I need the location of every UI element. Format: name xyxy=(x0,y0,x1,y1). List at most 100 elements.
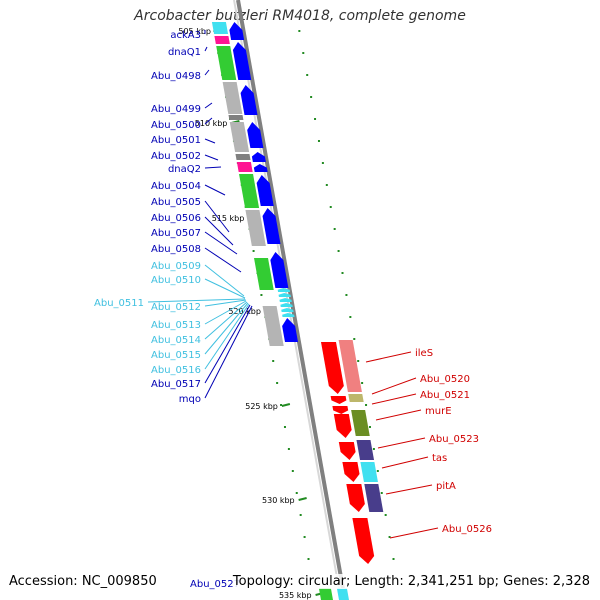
minus-strand-gene-arrow xyxy=(232,42,252,80)
gene-track xyxy=(211,22,384,600)
gene-feature-box xyxy=(318,588,333,600)
minus-strand-gene-arrow xyxy=(282,318,298,342)
leader-line xyxy=(204,247,242,273)
grid-dot xyxy=(353,338,356,340)
gene-label: Abu_0504 xyxy=(151,181,201,192)
grid-dot xyxy=(329,206,332,208)
gene-label: Abu_0506 xyxy=(151,213,201,224)
gene-feature-box xyxy=(264,318,284,346)
gene-label: pitA xyxy=(436,481,456,492)
gene-label: ackA3 xyxy=(170,30,201,41)
gene-feature-box xyxy=(338,340,362,392)
leader-line xyxy=(147,298,246,303)
grid-dot xyxy=(310,96,313,98)
gene-label: Abu_0520 xyxy=(420,374,470,385)
leader-line xyxy=(204,231,238,255)
grid-dot xyxy=(392,558,395,560)
kbp-label: 515 kbp xyxy=(212,214,245,223)
leader-line xyxy=(389,527,439,539)
minus-strand-gene-arrow xyxy=(262,208,281,244)
kbp-label: 535 kbp xyxy=(279,591,312,600)
kbp-tick xyxy=(298,497,307,501)
kbp-tick xyxy=(281,403,291,407)
small-gene-arrow xyxy=(282,313,295,317)
gene-feature-box xyxy=(245,210,266,246)
gene-label: Abu_0509 xyxy=(151,261,201,272)
gene-label: Abu_0523 xyxy=(429,434,479,445)
gene-label: dnaQ2 xyxy=(168,164,201,175)
gene-label: Abu_0505 xyxy=(151,197,201,208)
backbone-line xyxy=(236,0,347,600)
minus-strand-gene-arrow xyxy=(251,152,266,162)
distance-grid xyxy=(213,30,395,560)
leader-line xyxy=(204,305,253,399)
grid-dot xyxy=(321,162,324,164)
gene-label: Abu_0514 xyxy=(151,335,201,346)
gene-label: Abu_0513 xyxy=(151,320,201,331)
grid-dot xyxy=(303,536,306,538)
kbp-label: 525 kbp xyxy=(245,402,278,411)
gene-feature-box xyxy=(216,46,237,80)
kbp-label: 530 kbp xyxy=(262,496,295,505)
leader-line xyxy=(204,166,222,169)
gene-label: Abu_0521 xyxy=(420,390,470,401)
gene-feature-box xyxy=(239,174,260,208)
plus-strand-gene-arrow xyxy=(352,518,375,564)
leader-line xyxy=(204,264,245,297)
grid-dot xyxy=(365,404,368,406)
minus-strand-gene-arrow xyxy=(253,164,268,172)
gene-label: Abu_0526 xyxy=(442,524,492,535)
leader-line xyxy=(204,300,247,325)
accession-text: Accession: NC_009850 xyxy=(9,574,157,589)
grid-dot xyxy=(299,514,302,516)
leader-line xyxy=(204,299,247,307)
plus-strand-gene-arrow xyxy=(338,442,356,460)
gene-label: Abu_0507 xyxy=(151,228,201,239)
kbp-label: 510 kbp xyxy=(195,119,228,128)
grid-dot xyxy=(384,514,387,516)
gene-labels: ackA3 dnaQ1 Abu_0498 Abu_0499 Abu_0500 Abu_05… xyxy=(94,30,492,590)
gene-label: Abu_0498 xyxy=(151,71,201,82)
grid-dot xyxy=(349,316,352,318)
gene-label: Abu_0527 xyxy=(190,579,240,590)
small-gene-arrow xyxy=(279,298,292,302)
minus-strand-gene-arrow xyxy=(270,252,289,288)
small-gene-arrow xyxy=(277,288,291,292)
grid-dot xyxy=(298,30,301,32)
gene-feature-box xyxy=(211,22,229,34)
gene-feature-box xyxy=(336,588,349,600)
grid-dot xyxy=(376,470,379,472)
grid-dot xyxy=(317,140,320,142)
grid-dot xyxy=(276,382,279,384)
gene-label: dnaQ1 xyxy=(168,47,201,58)
gene-label: tas xyxy=(432,453,447,464)
gene-label: Abu_0517 xyxy=(151,379,201,390)
leader-line xyxy=(204,278,246,299)
plus-strand-gene-arrow xyxy=(330,396,347,404)
kbp-label: 520 kbp xyxy=(228,307,261,316)
leader-line xyxy=(204,154,219,161)
grid-dot xyxy=(283,426,286,428)
grid-dot xyxy=(260,294,263,296)
leader-line xyxy=(381,456,429,469)
grid-dot xyxy=(380,492,383,494)
gene-label: murE xyxy=(425,406,452,417)
gene-feature-box xyxy=(236,162,253,172)
gene-label: Abu_0512 xyxy=(151,302,201,313)
grid-dot xyxy=(252,250,255,252)
leader-line xyxy=(204,117,213,125)
leader-line xyxy=(204,303,250,370)
leader-line xyxy=(204,304,251,384)
leader-line xyxy=(204,102,213,109)
plus-strand-gene-arrow xyxy=(333,414,352,438)
label-leaders xyxy=(147,30,439,539)
leader-line xyxy=(204,184,226,196)
grid-dot xyxy=(368,426,371,428)
plus-strand-gene-arrow xyxy=(346,484,365,512)
minus-strand-gene-arrow xyxy=(229,22,245,40)
minus-strand-gene-arrow xyxy=(256,175,274,206)
grid-dot xyxy=(372,448,375,450)
gene-feature-box xyxy=(356,440,375,460)
grid-dot xyxy=(341,272,344,274)
